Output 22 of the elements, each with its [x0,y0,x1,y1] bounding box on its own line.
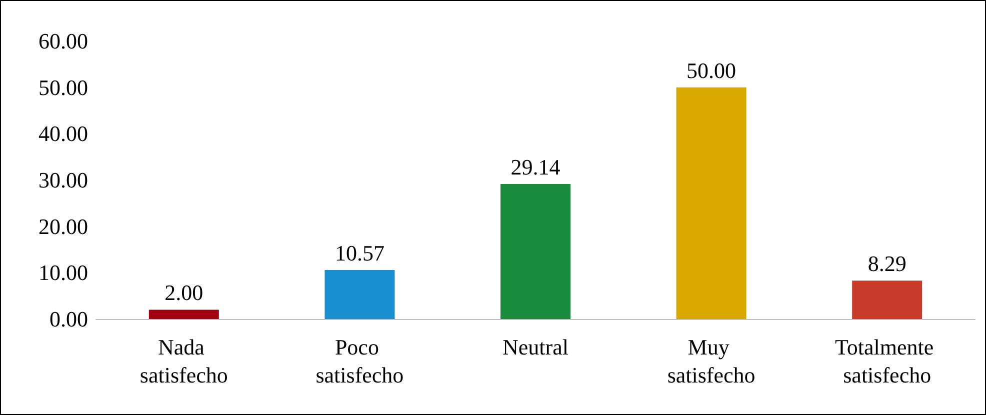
x-tick-label: Muy satisfecho [667,334,756,388]
x-tick-label: Neutral [502,334,568,360]
x-tick-label: Poco satisfecho [316,334,404,388]
data-label: 8.29 [868,251,906,276]
x-tick-label: Nada satisfecho [140,334,228,388]
bar [324,270,395,319]
bar [852,280,922,319]
y-tick-label: 60.00 [38,28,88,54]
y-tick-label: 30.00 [38,168,88,192]
data-label: 10.57 [334,240,384,266]
y-tick-label: 20.00 [38,214,88,239]
y-tick-label: 40.00 [38,121,88,146]
y-tick-label: 10.00 [38,260,88,286]
data-label: 2.00 [164,280,204,306]
data-label: 50.00 [686,58,736,83]
y-tick-label: 0.00 [50,306,88,332]
bar [676,87,746,319]
bar [500,184,570,319]
y-tick-label: 50.00 [38,74,88,100]
x-tick-label: Totalmente satisfecho [835,334,940,388]
bar [148,310,219,319]
data-label: 29.14 [510,154,560,180]
